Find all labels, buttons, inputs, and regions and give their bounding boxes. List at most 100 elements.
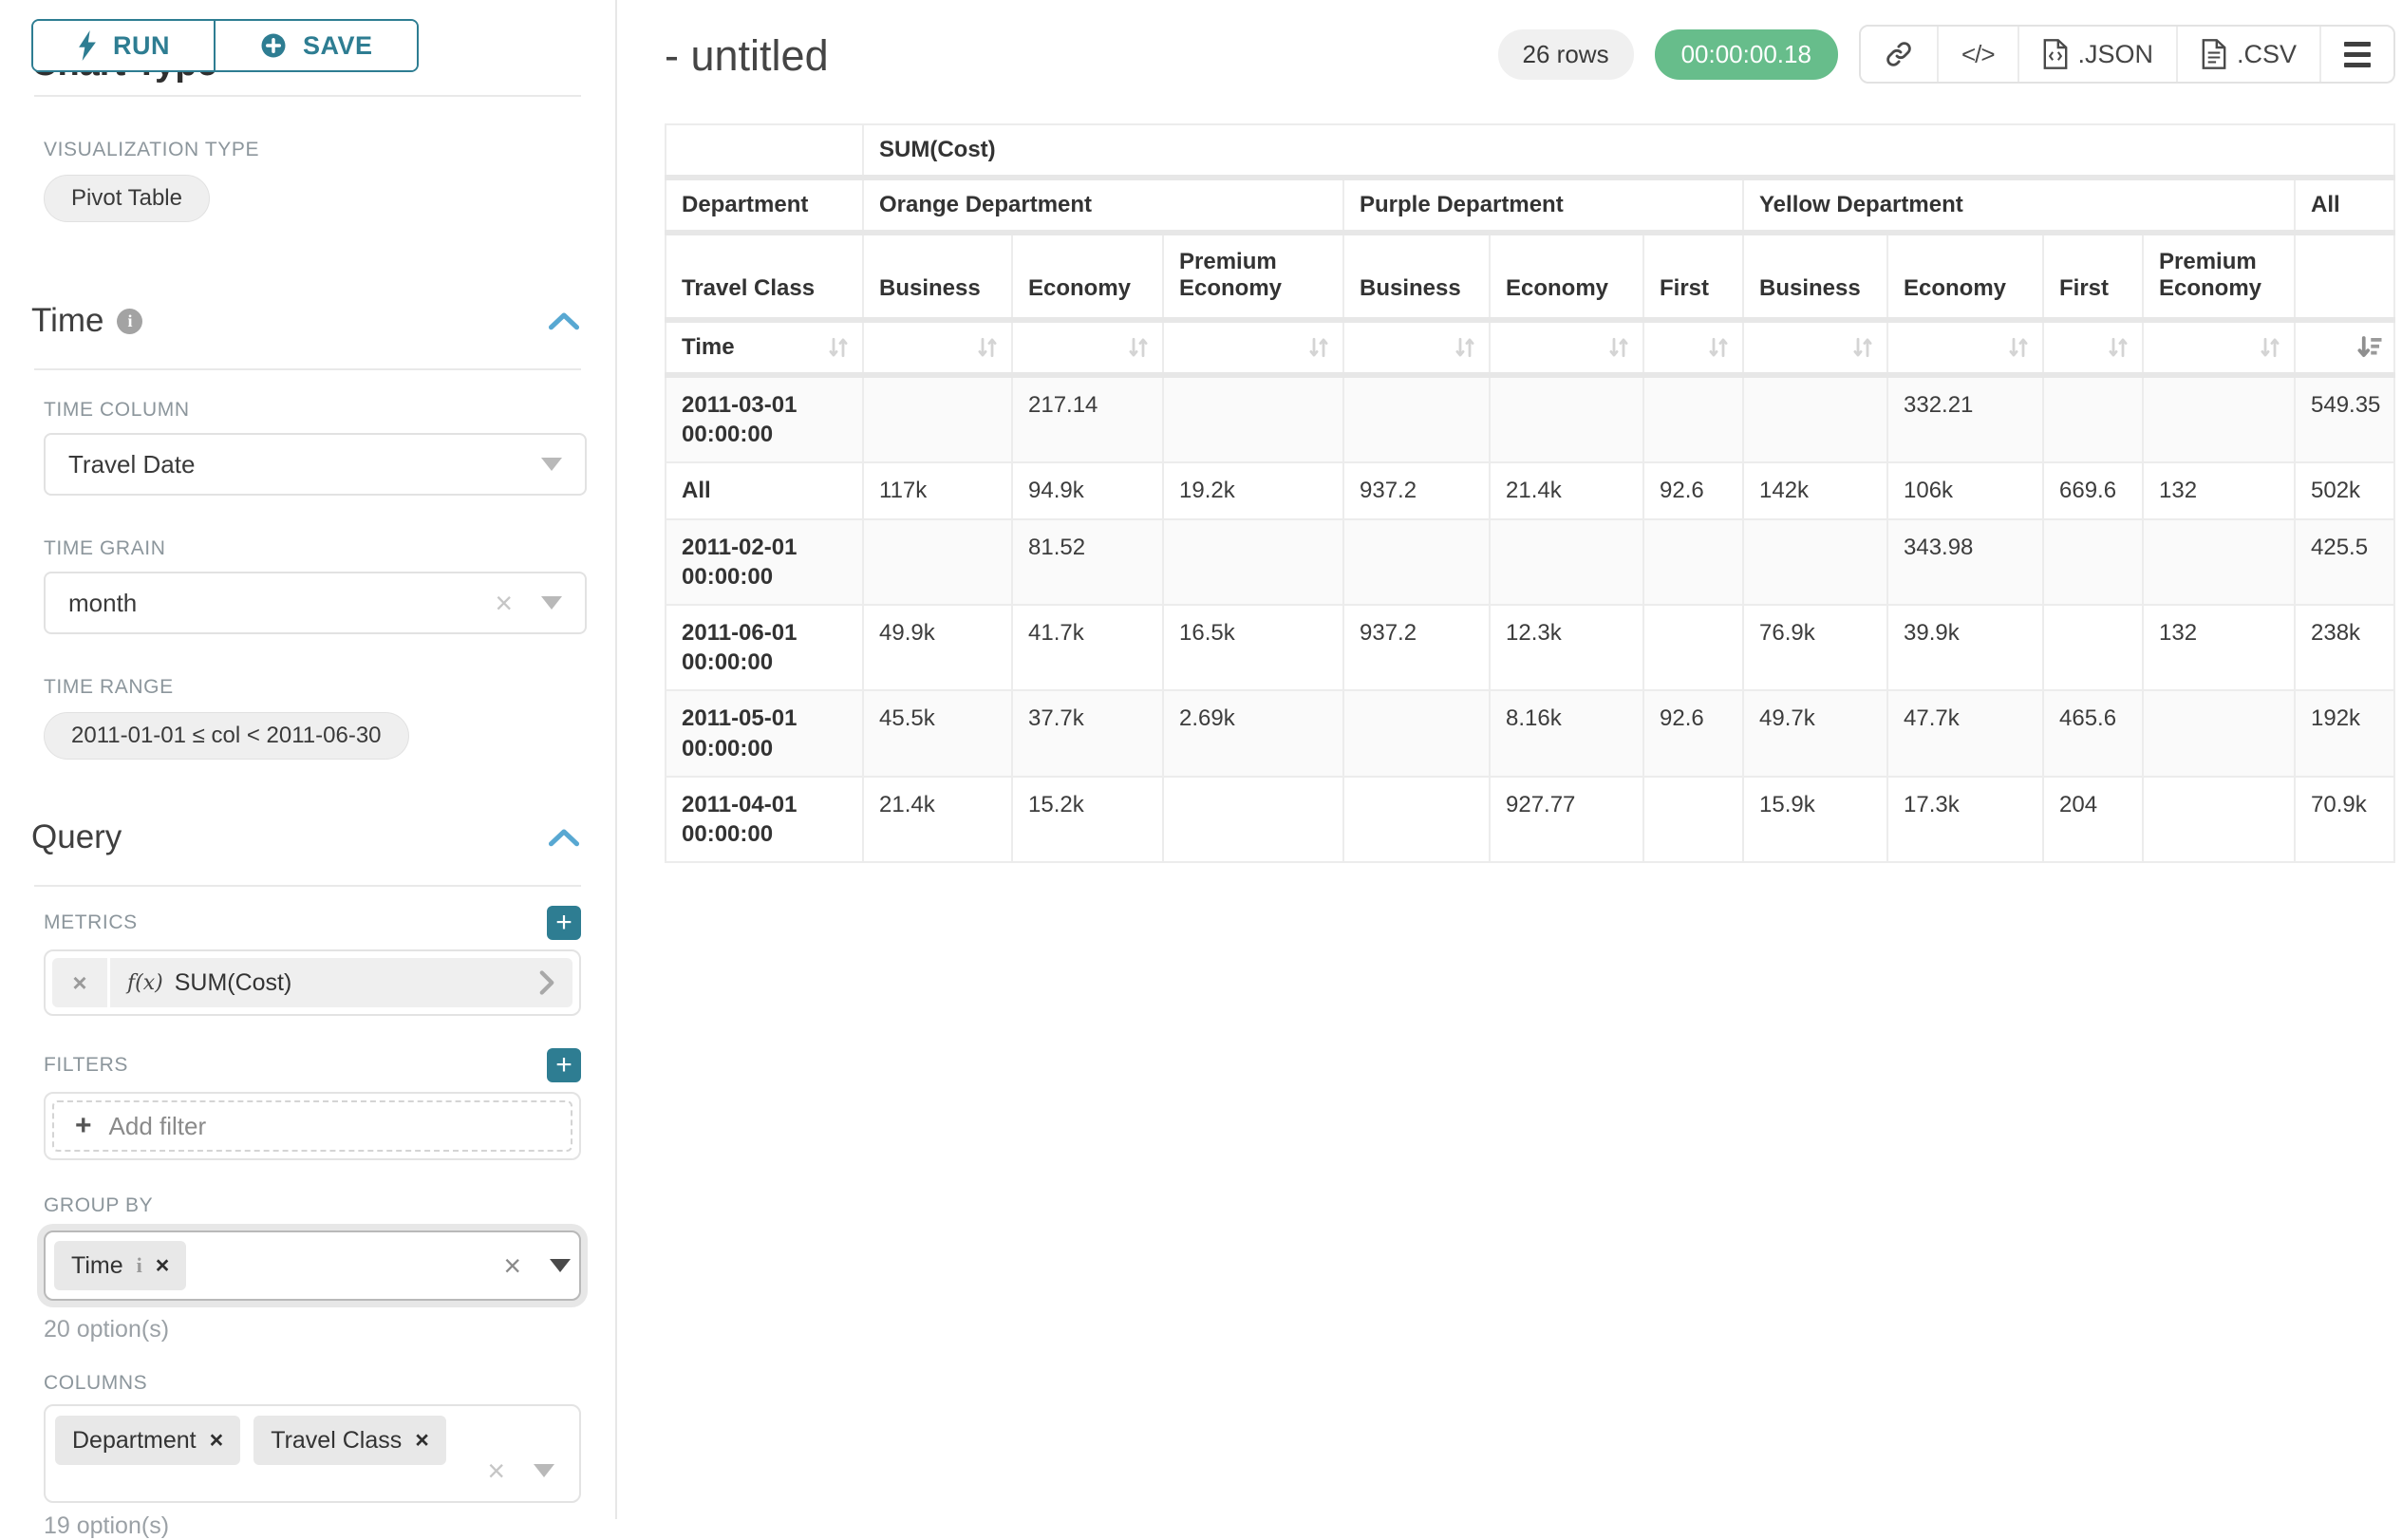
share-link-button[interactable] <box>1860 27 1937 82</box>
clear-icon[interactable]: × <box>487 1454 505 1488</box>
chevron-down-icon[interactable] <box>550 1259 571 1272</box>
pivot-value-cell: 204 <box>2042 775 2144 864</box>
metric-chip[interactable]: × f(x) SUM(Cost) <box>52 958 572 1007</box>
table-row: All 117k 94.9k 19.2k 937.2 21.4k 92.6 142k 106k 6… <box>665 461 2396 520</box>
time-row-label: Time <box>682 334 735 360</box>
sort-arrows-icon[interactable] <box>1451 333 1479 362</box>
export-json-label: .JSON <box>2077 39 2154 68</box>
pivot-value-cell: 49.9k <box>862 603 1013 692</box>
sort-header-cell[interactable] <box>2042 319 2144 378</box>
pivot-value-cell: 39.9k <box>1886 603 2044 692</box>
table-row: 2011-02-01 00:00:00 81.52 343.98 425.5 <box>665 517 2396 606</box>
chart-title[interactable]: - untitled <box>665 31 829 80</box>
sort-arrows-icon[interactable] <box>2256 333 2284 362</box>
pivot-value-cell <box>2042 373 2144 464</box>
sort-header-cell[interactable] <box>862 319 1013 378</box>
save-button[interactable]: SAVE <box>214 21 417 70</box>
info-icon[interactable]: i <box>117 308 143 334</box>
sort-arrows-icon[interactable] <box>1304 333 1333 362</box>
chevron-up-icon[interactable] <box>547 310 581 331</box>
sort-arrows-icon[interactable] <box>2104 333 2132 362</box>
pivot-value-cell: 16.5k <box>1162 603 1344 692</box>
query-timer-badge: 00:00:00.18 <box>1654 28 1838 80</box>
department-group-header: Orange Department <box>862 177 1344 235</box>
group-by-chip-label: Time <box>71 1251 123 1279</box>
sort-header-cell[interactable] <box>1886 319 2044 378</box>
json-file-icon <box>2042 38 2069 70</box>
time-range-pill[interactable]: 2011-01-01 ≤ col < 2011-06-30 <box>44 712 409 760</box>
sort-header-all-active[interactable] <box>2293 319 2396 378</box>
export-csv-label: .CSV <box>2237 39 2298 68</box>
pivot-value-cell <box>1642 517 1744 606</box>
info-icon[interactable]: i <box>136 1253 142 1277</box>
sort-arrows-icon[interactable] <box>1604 333 1633 362</box>
remove-chip-icon[interactable]: × <box>209 1426 224 1454</box>
pivot-value-cell: 927.77 <box>1489 775 1644 864</box>
export-csv-button[interactable]: .CSV <box>2176 27 2320 82</box>
export-json-button[interactable]: .JSON <box>2017 27 2177 82</box>
group-by-select[interactable]: Time i × × <box>44 1230 581 1301</box>
clear-icon[interactable]: × <box>503 1249 521 1283</box>
pivot-value-cell: 332.21 <box>1886 373 2044 464</box>
chevron-down-icon[interactable] <box>541 458 562 471</box>
sort-header-time[interactable]: Time <box>665 319 864 378</box>
csv-file-icon <box>2201 38 2227 70</box>
group-by-options-hint: 20 option(s) <box>44 1316 170 1343</box>
sort-arrows-icon[interactable] <box>824 333 853 362</box>
pivot-value-cell <box>1342 775 1491 864</box>
group-by-chip[interactable]: Time i × <box>54 1241 187 1290</box>
run-button[interactable]: RUN <box>33 21 214 70</box>
sort-header-cell[interactable] <box>2142 319 2296 378</box>
remove-chip-icon[interactable]: × <box>155 1251 170 1279</box>
add-filter-button[interactable]: + Add filter <box>52 1100 572 1152</box>
sort-header-cell[interactable] <box>1642 319 1744 378</box>
row-header-cell: 2011-06-01 00:00:00 <box>665 603 864 692</box>
sort-header-cell[interactable] <box>1011 319 1164 378</box>
section-divider <box>34 885 581 887</box>
export-button-group: </> .JSON .CSV <box>1858 25 2396 84</box>
clear-icon[interactable]: × <box>495 586 513 620</box>
sort-header-cell[interactable] <box>1742 319 1888 378</box>
chevron-right-icon[interactable] <box>536 969 572 996</box>
run-save-button-group: RUN SAVE <box>31 19 419 72</box>
sort-arrows-icon[interactable] <box>2004 333 2033 362</box>
table-row: 2011-05-01 00:00:00 45.5k 37.7k 2.69k 8.16k 9… <box>665 689 2396 778</box>
pivot-value-cell: 937.2 <box>1342 603 1491 692</box>
sort-descending-icon[interactable] <box>2355 333 2384 362</box>
menu-button[interactable] <box>2319 27 2394 82</box>
sort-arrows-icon[interactable] <box>1704 333 1733 362</box>
time-column-select[interactable]: Travel Date <box>44 433 587 496</box>
sort-header-cell[interactable] <box>1342 319 1491 378</box>
sort-arrows-icon[interactable] <box>1124 333 1153 362</box>
chevron-down-icon[interactable] <box>534 1464 554 1477</box>
pivot-value-cell: 217.14 <box>1011 373 1164 464</box>
columns-chip[interactable]: Travel Class × <box>253 1416 446 1465</box>
add-filter-plus-button[interactable]: + <box>547 1048 581 1082</box>
row-header-cell: 2011-05-01 00:00:00 <box>665 689 864 778</box>
columns-label: COLUMNS <box>44 1372 148 1394</box>
view-query-button[interactable]: </> <box>1936 27 2017 82</box>
row-count-badge: 26 rows <box>1497 28 1634 80</box>
formula-icon: f(x) <box>127 970 163 995</box>
chevron-down-icon[interactable] <box>541 596 562 610</box>
columns-chip[interactable]: Department × <box>55 1416 241 1465</box>
department-group-header: Purple Department <box>1342 177 1744 235</box>
sort-header-cell[interactable] <box>1489 319 1644 378</box>
pivot-value-cell <box>2142 517 2296 606</box>
pivot-value-cell <box>2042 603 2144 692</box>
row-header-cell: 2011-03-01 00:00:00 <box>665 373 864 464</box>
remove-metric-icon[interactable]: × <box>52 958 110 1007</box>
sort-header-cell[interactable] <box>1162 319 1344 378</box>
viz-type-label: VISUALIZATION TYPE <box>44 139 260 160</box>
columns-select[interactable]: Department × Travel Class × × <box>44 1404 581 1503</box>
remove-chip-icon[interactable]: × <box>415 1426 429 1454</box>
sort-arrows-icon[interactable] <box>973 333 1002 362</box>
chevron-up-icon[interactable] <box>547 827 581 848</box>
add-metric-button[interactable]: + <box>547 906 581 940</box>
pivot-table: SUM(Cost) Department Orange Department P… <box>665 123 2396 864</box>
sort-arrows-icon[interactable] <box>1848 333 1877 362</box>
viz-type-pill[interactable]: Pivot Table <box>44 175 210 222</box>
time-grain-select[interactable]: month × <box>44 572 587 634</box>
table-row: 2011-06-01 00:00:00 49.9k 41.7k 16.5k 937.2 1… <box>665 603 2396 692</box>
